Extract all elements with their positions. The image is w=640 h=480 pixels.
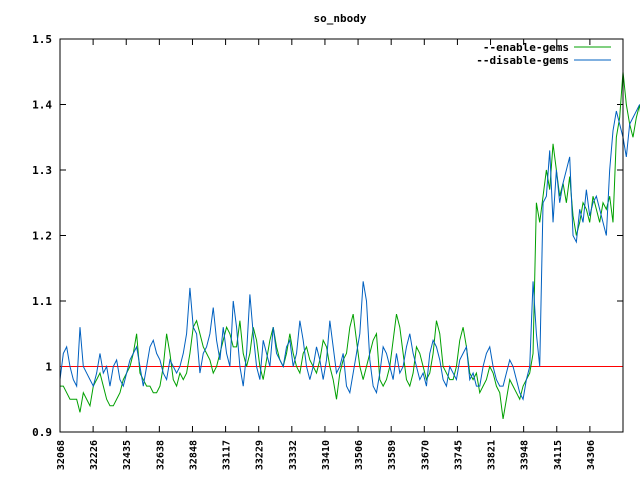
x-tick-label: 33821 [487,440,498,470]
legend: --enable-gems--disable-gems [476,41,611,67]
x-tick-label: 33117 [222,440,233,470]
y-tick-label: 0.9 [32,426,52,439]
x-tick-label: 32435 [122,440,133,470]
series-line-disable-gems [59,104,640,401]
x-tick-label: 34115 [553,440,564,470]
y-tick-label: 1.1 [32,295,52,308]
x-tick-label: 34306 [586,440,597,470]
x-tick-label: 33745 [453,440,464,470]
x-tick-label: 33332 [288,440,299,470]
legend-label: --enable-gems [483,41,569,54]
y-tick-label: 1 [45,361,52,374]
y-tick-label: 1.5 [32,33,52,46]
series-line-enable-gems [60,71,640,419]
y-tick-label: 1.4 [32,99,52,112]
x-tick-label: 33506 [354,440,365,470]
x-tick-label: 32638 [155,440,166,470]
x-tick-label: 33670 [420,440,431,470]
plot-area [59,71,640,419]
x-tick-label: 32848 [188,440,199,470]
x-tick-label: 33410 [321,440,332,470]
chart-title: so_nbody [314,12,367,25]
x-tick-label: 32068 [56,440,67,470]
legend-label: --disable-gems [476,54,569,67]
x-tick-label: 33589 [387,440,398,470]
x-tick-label: 32226 [89,440,100,470]
x-tick-label: 33948 [520,440,531,470]
y-axis: 0.9 1 1.1 1.2 1.3 1.4 1.5 [32,33,623,439]
y-tick-label: 1.2 [32,230,52,243]
y-tick-label: 1.3 [32,164,52,177]
x-axis: 32068 32226 32435 32638 32848 33117 33229 33332… [56,39,597,470]
x-tick-label: 33229 [255,440,266,470]
plot-frame [59,38,624,433]
